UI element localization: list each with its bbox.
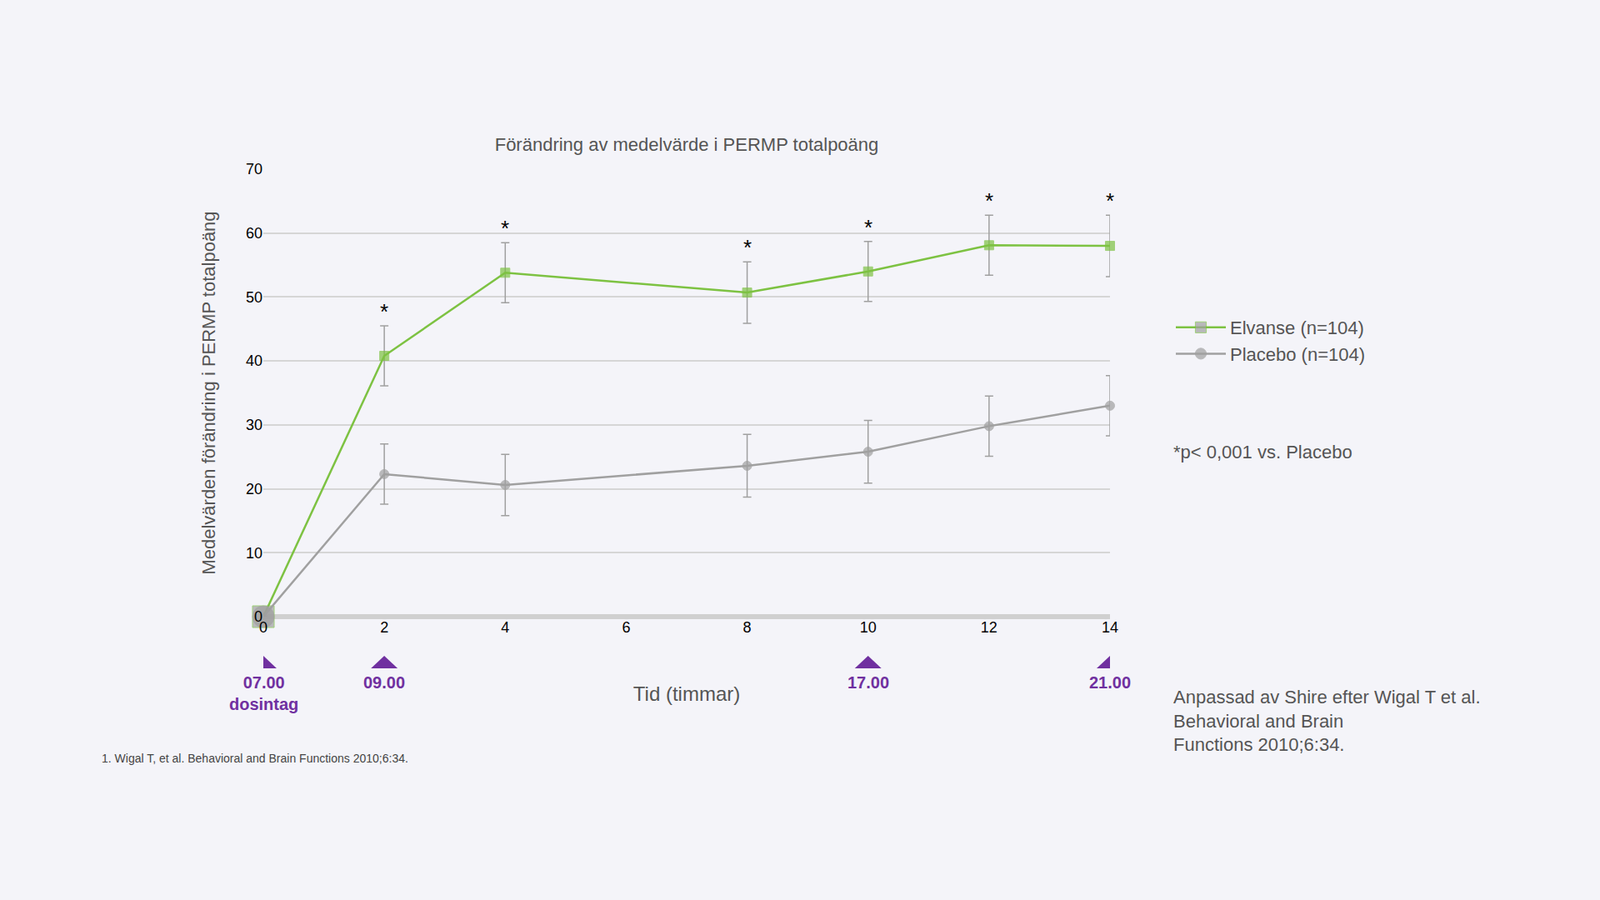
svg-text:6: 6 bbox=[621, 619, 630, 636]
svg-text:21.00: 21.00 bbox=[1089, 673, 1131, 692]
svg-text:12: 12 bbox=[980, 619, 998, 636]
svg-text:60: 60 bbox=[245, 225, 263, 242]
svg-text:10: 10 bbox=[245, 545, 263, 562]
svg-text:20: 20 bbox=[245, 480, 263, 498]
svg-text:Medelvärden förändring i PERMP: Medelvärden förändring i PERMP totalpoän… bbox=[198, 210, 220, 575]
svg-text:Placebo (n=104): Placebo (n=104) bbox=[1230, 344, 1365, 365]
svg-text:07.00dosintag: 07.00dosintag bbox=[229, 673, 299, 714]
svg-text:*: * bbox=[864, 215, 873, 240]
svg-text:10: 10 bbox=[860, 619, 877, 636]
svg-text:09.00: 09.00 bbox=[363, 673, 405, 692]
svg-text:70: 70 bbox=[245, 160, 263, 178]
svg-text:4: 4 bbox=[500, 619, 510, 636]
svg-text:17.00: 17.00 bbox=[847, 673, 890, 692]
svg-text:Tid (timmar): Tid (timmar) bbox=[633, 682, 740, 705]
svg-text:*p< 0,001 vs. Placebo: *p< 0,001 vs. Placebo bbox=[1173, 441, 1353, 463]
svg-text:14: 14 bbox=[1101, 619, 1119, 636]
svg-text:*: * bbox=[1105, 188, 1115, 214]
svg-text:50: 50 bbox=[245, 289, 263, 306]
svg-text:0: 0 bbox=[254, 608, 263, 625]
svg-text:*: * bbox=[985, 188, 994, 214]
svg-text:Anpassad av Shire efter Wigal: Anpassad av Shire efter Wigal T et al.Be… bbox=[1173, 686, 1481, 755]
svg-text:*: * bbox=[743, 235, 752, 260]
svg-text:2: 2 bbox=[380, 619, 389, 636]
svg-text:Förändring av medelvärde i PER: Förändring av medelvärde i PERMP totalpo… bbox=[495, 134, 880, 155]
svg-text:*: * bbox=[500, 215, 510, 241]
svg-text:8: 8 bbox=[743, 619, 752, 636]
svg-text:40: 40 bbox=[245, 352, 263, 370]
svg-text:*: * bbox=[380, 299, 389, 325]
svg-text:0: 0 bbox=[259, 619, 268, 636]
svg-text:1. Wigal T, et al. Behavioral: 1. Wigal T, et al. Behavioral and Brain … bbox=[101, 751, 409, 765]
svg-text:30: 30 bbox=[245, 416, 263, 434]
svg-text:Elvanse (n=104): Elvanse (n=104) bbox=[1230, 317, 1365, 339]
